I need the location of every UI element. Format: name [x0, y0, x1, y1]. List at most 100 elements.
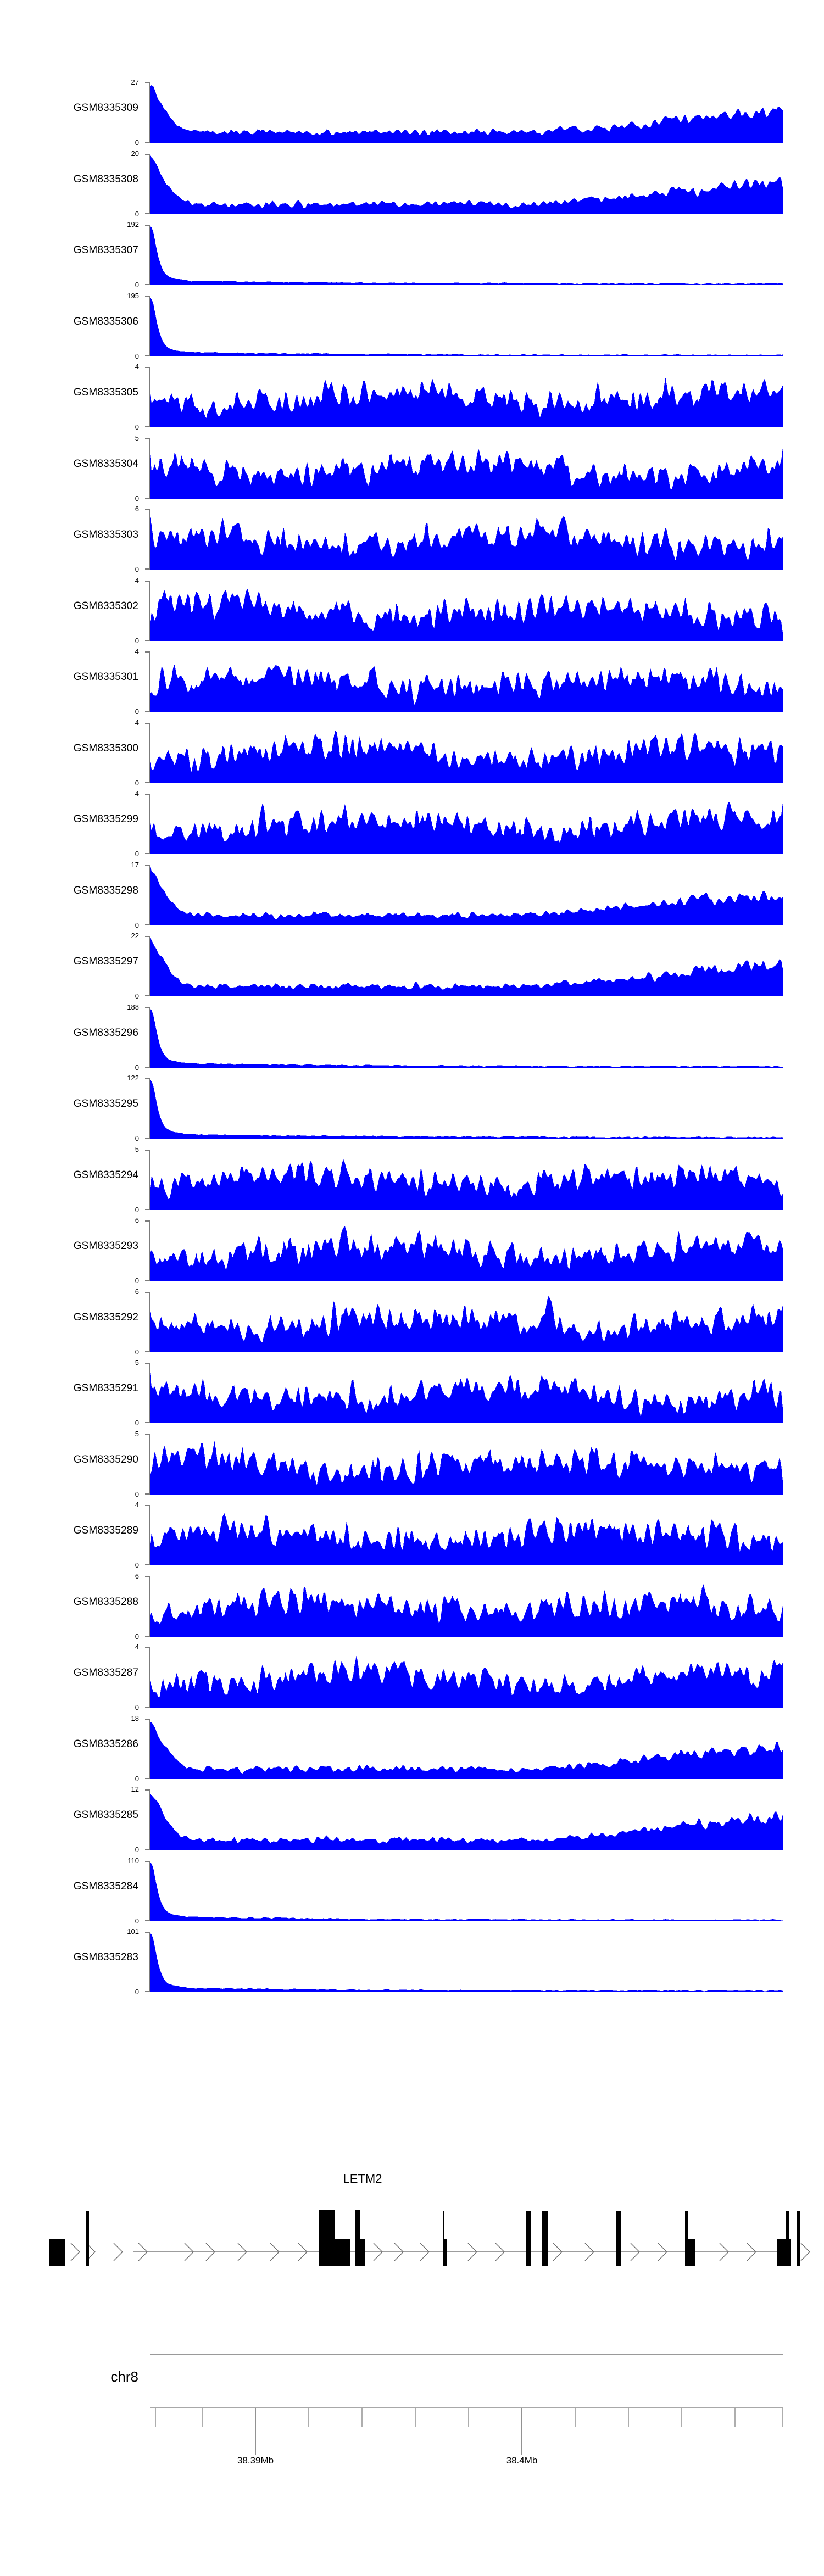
coverage-plot-area[interactable]	[150, 1861, 783, 1921]
coverage-plot-area[interactable]	[150, 1505, 783, 1565]
strand-arrow	[658, 2243, 667, 2261]
coverage-plot-area[interactable]	[150, 581, 783, 641]
coverage-track[interactable]: GSM8335287 4 0	[0, 1642, 824, 1713]
y-axis-tick-top	[145, 936, 150, 937]
coverage-track[interactable]: GSM8335292 6 0	[0, 1286, 824, 1358]
gene-exon	[443, 2211, 444, 2266]
coverage-plot-area[interactable]	[150, 1078, 783, 1139]
coverage-track[interactable]: GSM8335309 27 0	[0, 77, 824, 148]
chromosome-label: chr8	[110, 2368, 138, 2385]
y-axis-line	[149, 1932, 150, 1992]
axis-svg	[150, 2407, 783, 2455]
coverage-plot-area[interactable]	[150, 1150, 783, 1210]
coverage-track[interactable]: GSM8335288 6 0	[0, 1571, 824, 1642]
y-axis-min-label: 0	[135, 1988, 139, 1996]
coverage-plot-area[interactable]	[150, 1220, 783, 1281]
coverage-plot-area[interactable]	[150, 509, 783, 570]
coverage-plot-area[interactable]	[150, 1434, 783, 1495]
coverage-plot-area[interactable]	[150, 723, 783, 783]
coverage-track[interactable]: GSM8335295 122 0	[0, 1073, 824, 1144]
gene-model-drawing[interactable]	[0, 2186, 824, 2288]
y-axis-tick-top	[145, 1932, 150, 1933]
coverage-track[interactable]: GSM8335301 4 0	[0, 646, 824, 717]
coverage-plot-area[interactable]	[150, 1719, 783, 1779]
coverage-track[interactable]: GSM8335307 192 0	[0, 219, 824, 291]
coverage-track[interactable]: GSM8335304 5 0	[0, 433, 824, 504]
coverage-plot-area[interactable]	[150, 82, 783, 143]
y-axis-tick-bottom	[145, 1707, 150, 1708]
coverage-track[interactable]: GSM8335289 4 0	[0, 1499, 824, 1571]
coverage-track[interactable]: GSM8335297 22 0	[0, 930, 824, 1002]
coverage-track[interactable]: GSM8335283 101 0	[0, 1926, 824, 1998]
coverage-track[interactable]: GSM8335290 5 0	[0, 1429, 824, 1500]
coverage-plot-area[interactable]	[150, 1292, 783, 1352]
y-axis-line	[149, 1149, 150, 1210]
strand-arrow	[373, 2243, 383, 2261]
y-axis-tick-bottom	[145, 1564, 150, 1565]
y-axis-min-label: 0	[135, 992, 139, 1000]
coverage-plot-area[interactable]	[150, 1363, 783, 1423]
y-axis-tick-bottom	[145, 995, 150, 996]
coverage-track[interactable]: GSM8335298 17 0	[0, 860, 824, 931]
coverage-track[interactable]: GSM8335300 4 0	[0, 717, 824, 789]
y-axis-max-label: 6	[135, 505, 139, 513]
coverage-track[interactable]: GSM8335285 12 0	[0, 1784, 824, 1855]
strand-arrow	[467, 2243, 477, 2261]
y-axis-min-label: 0	[135, 209, 139, 218]
coverage-plot-area[interactable]	[150, 367, 783, 427]
coverage-plot-area[interactable]	[150, 865, 783, 925]
coverage-plot-area[interactable]	[150, 936, 783, 996]
track-sample-label: GSM8335297	[73, 956, 138, 967]
strand-arrow	[138, 2243, 148, 2261]
coverage-track[interactable]: GSM8335286 18 0	[0, 1713, 824, 1785]
coverage-plot-area[interactable]	[150, 1007, 783, 1068]
coverage-plot-area[interactable]	[150, 438, 783, 499]
coverage-track[interactable]: GSM8335302 4 0	[0, 575, 824, 646]
track-sample-label: GSM8335303	[73, 529, 138, 540]
coverage-track[interactable]: GSM8335293 6 0	[0, 1215, 824, 1286]
y-axis-tick-bottom	[145, 924, 150, 925]
track-y-axis: 20 0	[131, 150, 150, 218]
gene-exon	[616, 2211, 621, 2266]
coverage-plot-area[interactable]	[150, 1789, 783, 1850]
strand-arrow	[113, 2243, 123, 2261]
y-axis-tick-top	[145, 438, 150, 439]
coverage-plot-area[interactable]	[150, 154, 783, 214]
y-axis-tick-top	[145, 225, 150, 226]
coverage-plot-area[interactable]	[150, 1932, 783, 1992]
y-axis-line	[149, 1007, 150, 1068]
coverage-track[interactable]: GSM8335308 20 0	[0, 148, 824, 220]
y-axis-min-label: 0	[135, 1632, 139, 1641]
coverage-track[interactable]: GSM8335306 195 0	[0, 291, 824, 362]
coverage-plot-area[interactable]	[150, 1576, 783, 1637]
coverage-track[interactable]: GSM8335284 110 0	[0, 1855, 824, 1927]
y-axis-min-label: 0	[135, 138, 139, 147]
y-axis-tick-bottom	[145, 1635, 150, 1637]
y-axis-max-label: 5	[135, 1429, 139, 1438]
strand-arrow	[70, 2243, 80, 2261]
coverage-track[interactable]: GSM8335294 5 0	[0, 1144, 824, 1215]
coverage-track[interactable]: GSM8335303 6 0	[0, 504, 824, 575]
coverage-plot-area[interactable]	[150, 1647, 783, 1708]
strand-arrow	[205, 2243, 215, 2261]
coverage-plot-area[interactable]	[150, 225, 783, 285]
y-axis-line	[149, 1505, 150, 1565]
coverage-plot-area[interactable]	[150, 651, 783, 712]
y-axis-max-label: 188	[127, 1002, 139, 1011]
coverage-track[interactable]: GSM8335305 4 0	[0, 361, 824, 433]
y-axis-max-label: 4	[135, 789, 139, 798]
coverage-track[interactable]: GSM8335291 5 0	[0, 1357, 824, 1429]
coverage-plot-area[interactable]	[150, 794, 783, 854]
y-axis-min-label: 0	[135, 423, 139, 431]
coverage-track[interactable]: GSM8335299 4 0	[0, 788, 824, 860]
track-sample-label: GSM8335301	[73, 671, 138, 683]
y-axis-min-label: 0	[135, 1561, 139, 1569]
coverage-plot-area[interactable]	[150, 296, 783, 356]
genomic-axis-drawing[interactable]	[0, 2400, 824, 2469]
coverage-track[interactable]: GSM8335296 188 0	[0, 1002, 824, 1073]
y-axis-line	[149, 722, 150, 783]
track-y-axis: 110 0	[127, 1857, 150, 1925]
